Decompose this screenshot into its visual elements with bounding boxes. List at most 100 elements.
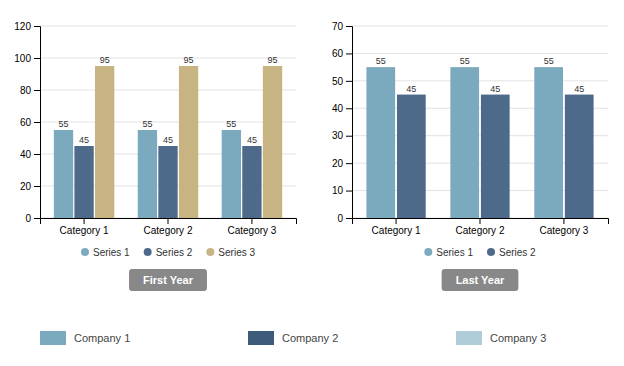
y-tick: 70 [332, 21, 352, 32]
x-tick: Category 1 [60, 218, 109, 236]
x-tick-mark [480, 218, 481, 224]
bar [54, 130, 73, 218]
legend-swatch [424, 248, 432, 256]
legend-swatch [206, 248, 214, 256]
y-tick-mark [34, 218, 40, 219]
data-label: 95 [100, 55, 110, 65]
data-label: 95 [184, 55, 194, 65]
grid-line [40, 58, 296, 59]
y-tick-label: 100 [14, 53, 31, 64]
title-text: First Year [143, 274, 194, 286]
x-tick-label: Category 3 [539, 225, 588, 236]
x-tick: Category 3 [227, 218, 276, 236]
bar [95, 66, 114, 218]
grid [352, 26, 608, 218]
data-label: 55 [460, 56, 470, 66]
x-tick: Category 2 [456, 218, 505, 236]
y-tick-label: 50 [332, 76, 344, 87]
y-tick-mark [34, 186, 40, 187]
y-tick: 100 [14, 53, 40, 64]
legend: Series 1 Series 2 Series 3 [81, 247, 255, 258]
title-box [129, 269, 207, 291]
x-tick-mark [84, 218, 85, 224]
y-tick-mark [346, 136, 352, 137]
y-tick-mark [34, 122, 40, 123]
data-label: 55 [226, 119, 236, 129]
legend-label: Series 2 [499, 247, 536, 258]
data-label: 45 [163, 135, 173, 145]
x-axis: Category 1 Category 2 Category 3 [353, 218, 609, 236]
y-tick: 40 [20, 149, 40, 160]
legend-swatch [144, 248, 152, 256]
y-tick-label: 20 [20, 181, 32, 192]
x-tick-label: Category 2 [144, 225, 193, 236]
data-label: 45 [574, 84, 584, 94]
y-tick-label: 0 [25, 213, 31, 224]
annotation-item: Company 3 [456, 331, 546, 345]
annotations: Company 1Company 2Company 3 [40, 331, 546, 345]
bar [366, 67, 395, 218]
grid-line [352, 26, 608, 27]
bar [179, 66, 198, 218]
data-label: 55 [544, 56, 554, 66]
legend-label: Series 3 [218, 247, 255, 258]
y-tick-mark [34, 26, 40, 27]
y-tick: 0 [337, 213, 352, 224]
data-labels: 555555454545 [376, 56, 584, 93]
y-tick: 50 [332, 76, 352, 87]
y-tick-label: 80 [20, 85, 32, 96]
bar [74, 146, 93, 218]
data-labels: 555555454545959595 [58, 55, 277, 145]
legend-swatch [81, 248, 89, 256]
legend-swatch [487, 248, 495, 256]
y-tick-label: 10 [332, 185, 344, 196]
y-tick-mark [346, 108, 352, 109]
y-axis-line [346, 27, 353, 219]
y-tick: 40 [332, 103, 352, 114]
y-tick-label: 120 [14, 21, 31, 32]
annotation-item: Company 1 [40, 331, 130, 345]
annotation-label: Company 1 [74, 332, 130, 344]
annotation-label: Company 3 [490, 332, 546, 344]
x-tick: Category 1 [372, 218, 421, 236]
legend-label: Series 1 [93, 247, 130, 258]
y-tick: 0 [25, 213, 40, 224]
y-tick: 60 [20, 117, 40, 128]
x-tick-mark [168, 218, 169, 224]
data-label: 45 [406, 84, 416, 94]
y-tick-label: 30 [332, 130, 344, 141]
legend-label: Series 2 [156, 247, 193, 258]
bars [366, 67, 593, 218]
data-label: 45 [79, 135, 89, 145]
chart-title: Last Year [442, 269, 519, 291]
y-tick-mark [346, 81, 352, 82]
y-tick-label: 70 [332, 21, 344, 32]
chart-root: 020406080100120Category 1Category 2Categ… [0, 0, 624, 366]
title-box [442, 269, 519, 291]
bar [481, 95, 510, 218]
y-tick-mark [346, 191, 352, 192]
y-tick: 120 [14, 21, 40, 32]
bars [54, 66, 282, 218]
chart-title: First Year [129, 269, 207, 291]
data-label: 55 [58, 119, 68, 129]
x-axis-line [41, 219, 297, 225]
bar [158, 146, 177, 218]
annotation-swatch [456, 331, 482, 345]
title-text: Last Year [456, 274, 505, 286]
x-tick-mark [396, 218, 397, 224]
annotation-swatch [40, 331, 66, 345]
bar [565, 95, 594, 218]
bar [222, 130, 241, 218]
legend-item: Series 2 [487, 247, 536, 258]
y-tick: 80 [20, 85, 40, 96]
bar [450, 67, 479, 218]
x-tick: Category 3 [539, 218, 588, 236]
y-tick-label: 0 [337, 213, 343, 224]
y-axis: 0 20 40 60 80 100 120 [14, 21, 40, 224]
y-tick-mark [346, 26, 352, 27]
grid [40, 26, 296, 218]
data-label: 55 [142, 119, 152, 129]
x-tick-mark [251, 218, 252, 224]
annotation-swatch [248, 331, 274, 345]
